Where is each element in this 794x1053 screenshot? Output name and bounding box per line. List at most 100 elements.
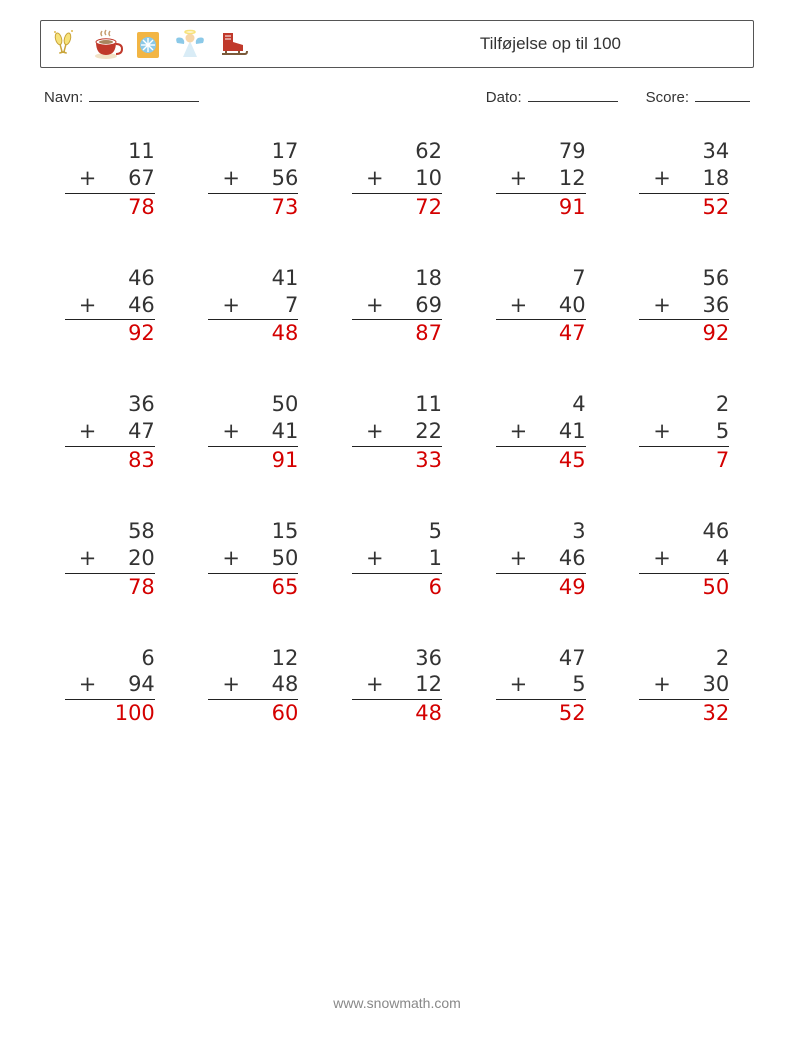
operand-a: 62	[352, 138, 442, 165]
addition-problem: 17+5673	[208, 138, 298, 221]
addition-problem: 41+748	[208, 265, 298, 348]
date-score-group: Dato: Score:	[486, 88, 750, 106]
worksheet-page: Tilføjelse op til 100 Navn: Dato: Score:…	[0, 0, 794, 1053]
addition-problem: 7+4047	[496, 265, 586, 348]
operand-b-row: +4	[639, 545, 729, 574]
operand-b-row: +41	[208, 418, 298, 447]
operand-b-row: +67	[65, 165, 155, 194]
operand-b-row: +46	[65, 292, 155, 321]
answer: 87	[352, 320, 442, 347]
operand-b-row: +7	[208, 292, 298, 321]
operand-b-row: +22	[352, 418, 442, 447]
answer: 49	[496, 574, 586, 601]
operand-b: 7	[240, 292, 298, 319]
header-box: Tilføjelse op til 100	[40, 20, 754, 68]
operand-b-row: +12	[496, 165, 586, 194]
operator: +	[510, 545, 528, 572]
operand-b-row: +30	[639, 671, 729, 700]
operator: +	[653, 671, 671, 698]
operand-a: 12	[208, 645, 298, 672]
addition-problem: 79+1291	[496, 138, 586, 221]
operand-b-row: +18	[639, 165, 729, 194]
operand-b: 5	[671, 418, 729, 445]
addition-problem: 56+3692	[639, 265, 729, 348]
operator: +	[366, 418, 384, 445]
operand-a: 3	[496, 518, 586, 545]
operator: +	[222, 418, 240, 445]
addition-problem: 50+4191	[208, 391, 298, 474]
operand-b: 67	[96, 165, 154, 192]
operand-b-row: +1	[352, 545, 442, 574]
operand-a: 50	[208, 391, 298, 418]
answer: 7	[639, 447, 729, 474]
answer: 52	[496, 700, 586, 727]
addition-problem: 12+4860	[208, 645, 298, 728]
answer: 60	[208, 700, 298, 727]
operand-a: 7	[496, 265, 586, 292]
addition-problem: 5+16	[352, 518, 442, 601]
answer: 92	[639, 320, 729, 347]
name-label: Navn:	[44, 89, 83, 106]
operand-b-row: +36	[639, 292, 729, 321]
operator: +	[366, 671, 384, 698]
addition-problem: 62+1072	[352, 138, 442, 221]
operand-b-row: +40	[496, 292, 586, 321]
operand-b-row: +20	[65, 545, 155, 574]
operand-a: 58	[65, 518, 155, 545]
addition-problem: 47+552	[496, 645, 586, 728]
operand-b: 56	[240, 165, 298, 192]
operand-a: 46	[639, 518, 729, 545]
addition-problem: 3+4649	[496, 518, 586, 601]
operand-b-row: +69	[352, 292, 442, 321]
answer: 83	[65, 447, 155, 474]
operand-a: 46	[65, 265, 155, 292]
operator: +	[510, 671, 528, 698]
snowflake-card-icon	[131, 27, 165, 61]
operand-a: 18	[352, 265, 442, 292]
coffee-cup-icon	[89, 27, 123, 61]
operand-a: 41	[208, 265, 298, 292]
answer: 73	[208, 194, 298, 221]
operator: +	[510, 418, 528, 445]
operand-a: 2	[639, 391, 729, 418]
addition-problem: 36+1248	[352, 645, 442, 728]
operand-b-row: +56	[208, 165, 298, 194]
addition-problem: 6+94100	[65, 645, 155, 728]
answer: 100	[65, 700, 155, 727]
operand-b-row: +5	[496, 671, 586, 700]
name-blank[interactable]	[89, 88, 199, 102]
operand-b-row: +48	[208, 671, 298, 700]
operand-a: 34	[639, 138, 729, 165]
operand-a: 36	[65, 391, 155, 418]
operator: +	[79, 418, 97, 445]
problems-grid: 11+677817+567362+107279+129134+185246+46…	[40, 138, 754, 727]
operand-b: 48	[240, 671, 298, 698]
operand-b-row: +10	[352, 165, 442, 194]
operator: +	[366, 292, 384, 319]
operand-b: 36	[671, 292, 729, 319]
operand-a: 79	[496, 138, 586, 165]
operand-b: 1	[384, 545, 442, 572]
champagne-glasses-icon	[47, 27, 81, 61]
operand-b-row: +41	[496, 418, 586, 447]
operator: +	[222, 671, 240, 698]
worksheet-title: Tilføjelse op til 100	[480, 34, 621, 54]
score-blank[interactable]	[695, 88, 750, 102]
answer: 52	[639, 194, 729, 221]
answer: 6	[352, 574, 442, 601]
addition-problem: 15+5065	[208, 518, 298, 601]
operand-b-row: +94	[65, 671, 155, 700]
name-field-group: Navn:	[44, 88, 486, 106]
addition-problem: 18+6987	[352, 265, 442, 348]
header-icon-row	[47, 27, 249, 61]
operator: +	[366, 545, 384, 572]
operand-b: 10	[384, 165, 442, 192]
footer-link[interactable]: www.snowmath.com	[0, 995, 794, 1011]
operator: +	[653, 165, 671, 192]
date-blank[interactable]	[528, 88, 618, 102]
answer: 47	[496, 320, 586, 347]
answer: 72	[352, 194, 442, 221]
answer: 45	[496, 447, 586, 474]
operand-b: 40	[527, 292, 585, 319]
answer: 50	[639, 574, 729, 601]
